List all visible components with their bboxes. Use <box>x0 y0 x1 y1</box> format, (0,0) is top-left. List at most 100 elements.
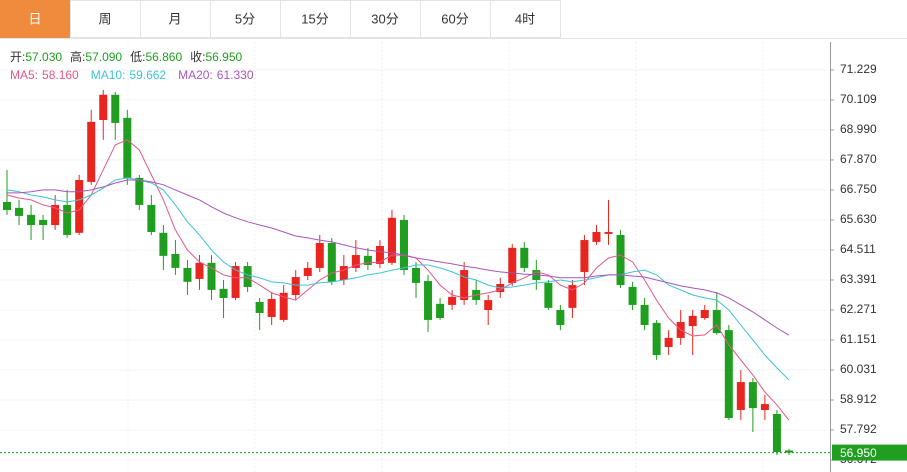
candle-body <box>231 266 240 298</box>
candle-body <box>700 310 709 319</box>
legend-name: MA20: <box>178 68 213 82</box>
tab[interactable] <box>350 0 421 38</box>
legend-value: 59.662 <box>129 68 166 82</box>
candle-body <box>592 232 601 242</box>
tab-label[interactable]: 周 <box>98 11 111 26</box>
candle-body <box>39 219 48 226</box>
candle-body <box>171 253 180 268</box>
candle-body <box>399 219 408 271</box>
candle-body <box>436 303 445 319</box>
candle-body <box>508 247 517 283</box>
quote-line: 开:57.030 高:57.090 低:56.860 收:56.950 <box>10 49 243 64</box>
tab-label[interactable]: 月 <box>168 11 181 26</box>
candle-body <box>75 180 84 233</box>
y-tick-label: 68.990 <box>840 122 877 136</box>
y-tick-label: 65.630 <box>840 212 877 226</box>
candle-body <box>712 310 721 334</box>
candle-body <box>375 245 384 264</box>
candle-body <box>63 204 72 235</box>
legend-name: MA5: <box>10 68 38 82</box>
tab[interactable] <box>70 0 141 38</box>
candle-body <box>15 207 24 216</box>
candle-body <box>351 255 360 268</box>
tab-label[interactable]: 15分 <box>301 11 328 26</box>
quote-label: 低: <box>130 50 145 64</box>
candle-body <box>460 270 469 301</box>
candle-body <box>363 255 372 265</box>
candle-body <box>3 201 11 211</box>
candle-body <box>448 296 457 305</box>
candle-body <box>760 404 769 410</box>
candle-body <box>568 285 577 308</box>
tab-label[interactable]: 4时 <box>515 11 535 26</box>
candle-body <box>303 267 312 276</box>
quote-label: 收: <box>190 50 205 64</box>
ma-line <box>6 139 790 421</box>
quote-label: 开: <box>10 50 25 64</box>
y-tick-label: 66.750 <box>840 182 877 196</box>
candle-body <box>267 299 276 317</box>
candle-body <box>279 292 288 320</box>
candle-body <box>604 232 613 234</box>
candle-body <box>243 266 252 287</box>
legend-name: MA10: <box>91 68 126 82</box>
candle-body <box>736 382 745 410</box>
candle-body <box>628 286 637 305</box>
candle-body <box>99 94 108 120</box>
tab-label[interactable]: 60分 <box>441 11 468 26</box>
legend-value: 58.160 <box>42 68 79 82</box>
ma-line <box>7 179 790 336</box>
candle-body <box>484 300 493 311</box>
last-price-box <box>832 444 907 461</box>
candle-body <box>327 243 336 282</box>
tab[interactable] <box>490 0 561 38</box>
y-tick-label: 60.031 <box>840 362 877 376</box>
tab[interactable] <box>280 0 351 38</box>
y-tick-label: 61.151 <box>840 332 877 346</box>
quote-value: 56.860 <box>145 50 182 64</box>
y-tick-label: 62.271 <box>840 302 877 316</box>
tab-label[interactable]: 日 <box>28 11 41 26</box>
ma-legend: MA5: 58.160 MA10: 59.662 MA20: 61.330 <box>10 68 254 82</box>
candle-body <box>87 121 96 182</box>
legend-value: 61.330 <box>217 68 254 82</box>
candle-body <box>688 315 697 327</box>
candle-body <box>640 304 649 326</box>
quote-value: 57.090 <box>85 50 122 64</box>
candle-body <box>580 240 589 272</box>
candle-body <box>724 330 733 419</box>
candle-body <box>291 277 300 295</box>
candle-body <box>664 337 673 347</box>
candle-body <box>412 267 421 283</box>
y-tick-label: 67.870 <box>840 152 877 166</box>
tab[interactable] <box>210 0 281 38</box>
candle-body <box>111 94 120 123</box>
quote-label: 高: <box>70 49 85 64</box>
tab[interactable] <box>0 0 71 38</box>
candle-body <box>135 177 144 205</box>
candle-body <box>544 282 553 308</box>
candle-body <box>387 217 396 263</box>
candle-body <box>520 247 529 268</box>
candle-body <box>339 266 348 280</box>
candle-body <box>784 450 793 453</box>
candle-body <box>147 204 156 233</box>
candle-body <box>424 281 433 320</box>
quote-value: 56.950 <box>205 50 242 64</box>
candle-body <box>207 262 216 290</box>
candle-body <box>616 234 625 286</box>
tab-label[interactable]: 5分 <box>235 11 255 26</box>
tab-label[interactable]: 30分 <box>371 11 398 26</box>
candle-body <box>183 267 192 282</box>
candle-body <box>159 232 168 256</box>
candle-body <box>748 382 757 409</box>
candle-body <box>556 310 565 326</box>
candle-body <box>51 204 60 226</box>
candle-body <box>195 262 204 279</box>
y-tick-label: 57.792 <box>840 422 877 436</box>
candle-body <box>123 117 132 178</box>
tab[interactable] <box>140 0 211 38</box>
y-tick-label: 63.391 <box>840 272 877 286</box>
candle-body <box>772 413 781 453</box>
